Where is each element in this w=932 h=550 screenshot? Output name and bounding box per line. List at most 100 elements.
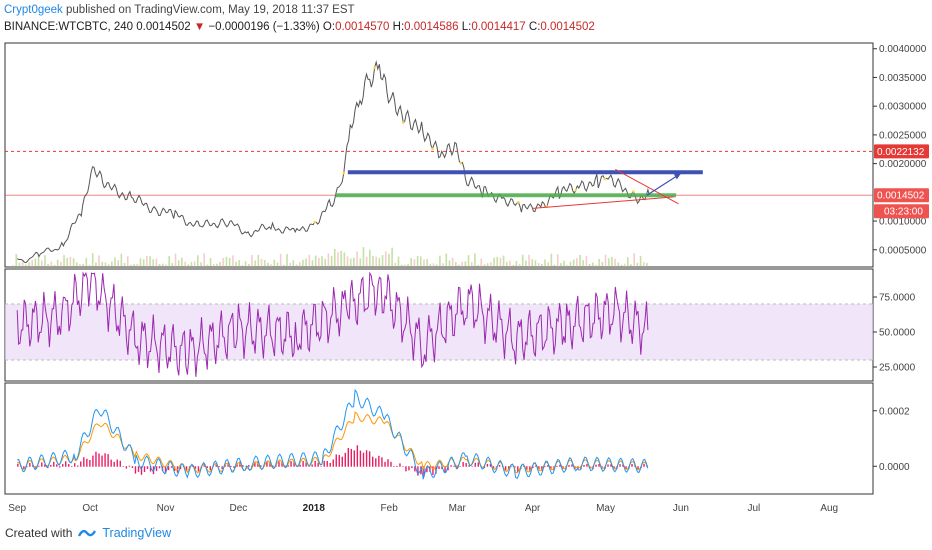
macd-histogram-bar (68, 464, 70, 467)
volume-bar (142, 259, 145, 267)
macd-histogram-bar (368, 451, 371, 467)
volume-bar (518, 264, 521, 267)
macd-histogram-bar (104, 453, 106, 467)
triangle-lower-line[interactable] (532, 196, 674, 209)
price-tick-label: 0.0035000 (879, 73, 927, 84)
triangle-upper-line[interactable] (615, 168, 679, 205)
volume-bar (75, 262, 78, 267)
macd-histogram-bar (293, 462, 295, 467)
macd-histogram-bar (317, 462, 319, 467)
volume-bar (365, 256, 368, 267)
volume-bar (404, 264, 406, 267)
volume-bar (397, 256, 400, 267)
volume-bar (458, 264, 460, 267)
volume-bar (85, 257, 88, 267)
volume-bar (95, 262, 97, 267)
volume-bar (381, 255, 384, 267)
macd-histogram-bar (643, 463, 645, 467)
volume-bar (439, 255, 441, 267)
macd-histogram-bar (326, 460, 328, 467)
macd-histogram-bar (381, 457, 383, 467)
volume-bar (400, 264, 403, 267)
created-with-label: Created with (5, 526, 73, 540)
volume-bar (251, 254, 253, 267)
volume-bar (197, 255, 199, 267)
macd-histogram-bar (517, 466, 519, 473)
volume-bar (69, 256, 72, 267)
volume-bar (633, 253, 635, 267)
down-arrow-icon: ▼ (193, 21, 206, 33)
x-tick-label: Feb (381, 503, 399, 514)
macd-histogram-bar (335, 454, 337, 467)
macd-histogram-bar (311, 464, 313, 467)
volume-bar (308, 254, 311, 267)
macd-pane[interactable] (4, 382, 874, 495)
x-tick-label: Oct (82, 503, 98, 514)
macd-histogram-bar (471, 466, 473, 467)
volume-bar (470, 262, 473, 267)
volume-bar (104, 262, 107, 267)
macd-histogram-bar (266, 461, 268, 467)
macd-histogram-bar (338, 454, 340, 467)
macd-histogram-bar (462, 462, 464, 467)
macd-histogram-bar (390, 461, 392, 467)
x-tick-label: Jul (747, 503, 760, 514)
macd-histogram-bar (140, 466, 143, 475)
volume-bar (273, 259, 276, 267)
volume-bar (346, 256, 349, 267)
macd-histogram-bar (155, 466, 158, 472)
macd-histogram-bar (197, 466, 200, 472)
macd-histogram-bar (411, 466, 413, 469)
volume-bar (569, 261, 572, 267)
volume-bar (394, 262, 397, 267)
macd-histogram-bar (26, 466, 28, 468)
macd-histogram-bar (393, 466, 395, 468)
volume-bar (375, 256, 377, 267)
macd-histogram-bar (396, 465, 398, 467)
price-tick-label: 0.0005000 (879, 245, 927, 256)
volume-bar (442, 263, 444, 267)
macd-histogram-bar (453, 465, 455, 467)
volume-bar (604, 254, 607, 267)
high-label: H: (392, 21, 405, 33)
chart-canvas[interactable]: Sep Oct Nov Dec 2018 Feb Mar Apr May Jun Jul Aug 0.0… (0, 0, 932, 520)
macd-histogram-bar (320, 466, 322, 467)
macd-histogram-bar (625, 466, 627, 469)
volume-bar (639, 255, 642, 267)
macd-histogram-bar (547, 465, 549, 467)
volume-bar (595, 264, 597, 267)
macd-histogram-bar (468, 465, 470, 467)
volume-bar (486, 263, 489, 267)
volume-bar (582, 260, 585, 267)
volume-bar (21, 260, 24, 267)
volume-bar (537, 263, 540, 267)
price-label-bg (874, 188, 929, 203)
x-tick-label: Mar (449, 503, 467, 514)
last-price: 0.0014502 (136, 21, 191, 33)
tradingview-brand[interactable]: TradingView (102, 526, 172, 540)
author-link[interactable]: Crypt0geek (4, 4, 63, 16)
volume-bar (499, 257, 502, 267)
price-pane[interactable] (4, 42, 874, 268)
macd-histogram-bar (571, 464, 573, 467)
macd-histogram-bar (230, 465, 232, 467)
projection-arrow[interactable] (646, 172, 682, 196)
macd-histogram-bar (107, 454, 109, 467)
macd-tick-label: 0.0000 (879, 462, 910, 473)
close-label: C: (528, 21, 541, 33)
volume-bar (353, 257, 355, 267)
volume-bar (298, 262, 301, 267)
signal-dot (574, 188, 578, 192)
volume-bar (642, 262, 645, 267)
macd-histogram-bar (149, 466, 152, 472)
volume-bar (426, 259, 428, 267)
macd-histogram-bar (362, 452, 365, 467)
macd-histogram-bar (631, 463, 633, 467)
volume-bar (407, 263, 409, 267)
price-tick-label: 0.0030000 (879, 102, 927, 113)
volume-bar (126, 256, 129, 267)
macd-tick-label: 0.0002 (879, 406, 910, 417)
rsi-tick-label: 50.0000 (879, 328, 916, 339)
volume-bar (327, 253, 330, 267)
high-value: 0.0014586 (404, 21, 459, 33)
